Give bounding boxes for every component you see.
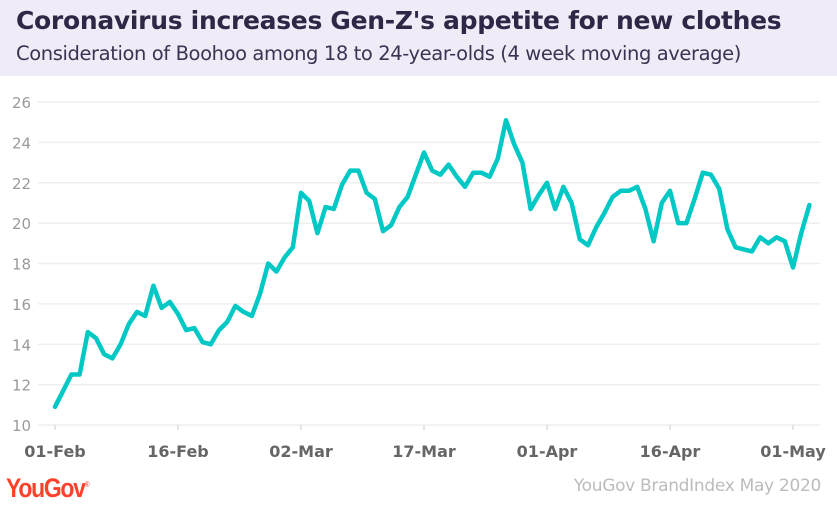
x-tick-label: 16-Feb	[147, 442, 209, 461]
source-note: YouGov BrandIndex May 2020	[573, 476, 822, 496]
y-tick-label: 26	[12, 94, 31, 112]
x-tick-label: 02-Mar	[269, 442, 333, 461]
yougov-logo: YouGov®	[6, 473, 90, 503]
chart-header: Coronavirus increases Gen-Z's appetite f…	[0, 0, 837, 76]
y-tick-label: 18	[12, 256, 31, 274]
y-tick-label: 20	[12, 215, 31, 233]
logo-text: YouGov	[6, 473, 86, 503]
y-tick-label: 14	[12, 336, 31, 354]
y-tick-label: 10	[12, 417, 31, 435]
x-tick-label: 01-Apr	[517, 442, 578, 461]
y-tick-label: 12	[12, 377, 31, 395]
y-tick-label: 22	[12, 175, 31, 193]
x-tick-label: 16-Apr	[640, 442, 701, 461]
x-tick-label: 01-May	[760, 442, 826, 461]
chart-title: Coronavirus increases Gen-Z's appetite f…	[16, 6, 782, 35]
chart-subtitle: Consideration of Boohoo among 18 to 24-y…	[16, 42, 741, 65]
x-tick-label: 01-Feb	[24, 442, 86, 461]
y-tick-label: 24	[12, 134, 31, 152]
y-tick-label: 16	[12, 296, 31, 314]
x-tick-label: 17-Mar	[392, 442, 456, 461]
